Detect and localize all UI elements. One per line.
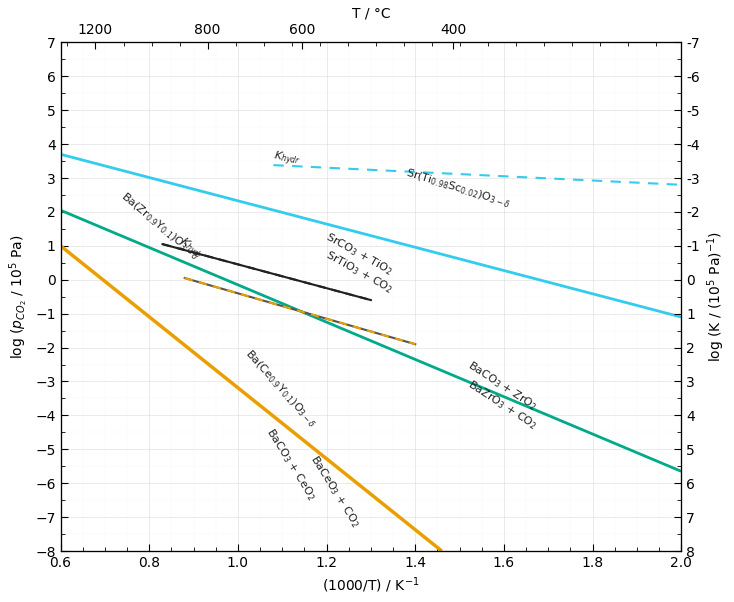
Text: Sr(Ti$_{0.98}$Sc$_{0.02}$)O$_{3-\delta}$: Sr(Ti$_{0.98}$Sc$_{0.02}$)O$_{3-\delta}$	[404, 166, 512, 211]
Text: $K_{hydr}$: $K_{hydr}$	[272, 149, 302, 170]
Text: Ba(Ce$_{0.9}$Y$_{0.1}$)O$_{3-\delta}$: Ba(Ce$_{0.9}$Y$_{0.1}$)O$_{3-\delta}$	[241, 346, 319, 430]
Y-axis label: log ($p_{CO_2}$ / 10$^5$ Pa): log ($p_{CO_2}$ / 10$^5$ Pa)	[7, 234, 29, 359]
Text: $K_{hydr}$: $K_{hydr}$	[175, 234, 206, 265]
Text: BaCeO$_3$ + CO$_2$: BaCeO$_3$ + CO$_2$	[308, 453, 363, 530]
Text: SrTiO$_3$ + CO$_2$: SrTiO$_3$ + CO$_2$	[323, 248, 396, 297]
Text: Ba(Zr$_{0.9}$Y$_{0.1}$)O$_{3-\delta}$: Ba(Zr$_{0.9}$Y$_{0.1}$)O$_{3-\delta}$	[118, 190, 202, 263]
Y-axis label: log (K / (10$^5$ Pa)$^{-1}$): log (K / (10$^5$ Pa)$^{-1}$)	[705, 231, 727, 362]
Text: BaCO$_3$ + ZrO$_2$: BaCO$_3$ + ZrO$_2$	[465, 359, 539, 414]
Text: SrCO$_3$ + TiO$_2$: SrCO$_3$ + TiO$_2$	[323, 229, 396, 278]
X-axis label: T / °C: T / °C	[352, 7, 390, 21]
X-axis label: (1000/T) / K$^{-1}$: (1000/T) / K$^{-1}$	[322, 576, 420, 595]
Text: BaZrO$_3$ + CO$_2$: BaZrO$_3$ + CO$_2$	[465, 377, 539, 432]
Text: BaCO$_3$ + CeO$_2$: BaCO$_3$ + CeO$_2$	[263, 425, 319, 503]
